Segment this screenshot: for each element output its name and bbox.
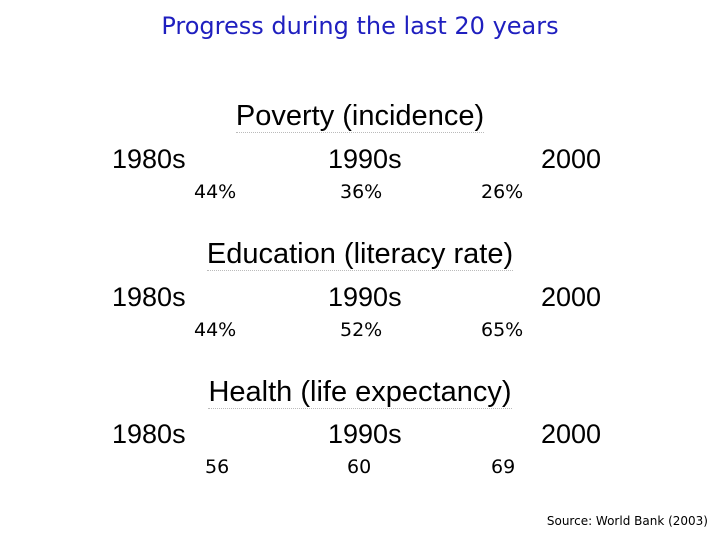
slide-title: Progress during the last 20 years [161,12,559,40]
value-2000: 69 [491,456,516,478]
value-2000: 65% [481,319,524,341]
section-heading-health: Health (life expectancy) [0,376,720,409]
value-2000: 26% [481,181,524,203]
period-label-1990s: 1990s [328,144,402,174]
period-label-1990s: 1990s [328,282,402,312]
section-heading-text: Health (life expectancy) [208,376,512,409]
section-heading-education: Education (literacy rate) [0,238,720,271]
value-1980s: 56 [205,456,230,478]
period-label-2000: 2000 [541,282,602,312]
value-1980s: 44% [194,319,237,341]
source-note: Source: World Bank (2003) [546,514,708,528]
value-1980s: 44% [194,181,237,203]
period-label-1980s: 1980s [112,419,186,449]
section-heading-text: Poverty (incidence) [235,100,485,133]
section-heading-text: Education (literacy rate) [206,238,514,271]
period-label-2000: 2000 [541,144,602,174]
value-1990s: 52% [340,319,383,341]
value-1990s: 36% [340,181,383,203]
section-heading-poverty: Poverty (incidence) [0,100,720,133]
value-1990s: 60 [347,456,372,478]
period-label-1980s: 1980s [112,144,186,174]
period-label-2000: 2000 [541,419,602,449]
period-label-1980s: 1980s [112,282,186,312]
period-label-1990s: 1990s [328,419,402,449]
